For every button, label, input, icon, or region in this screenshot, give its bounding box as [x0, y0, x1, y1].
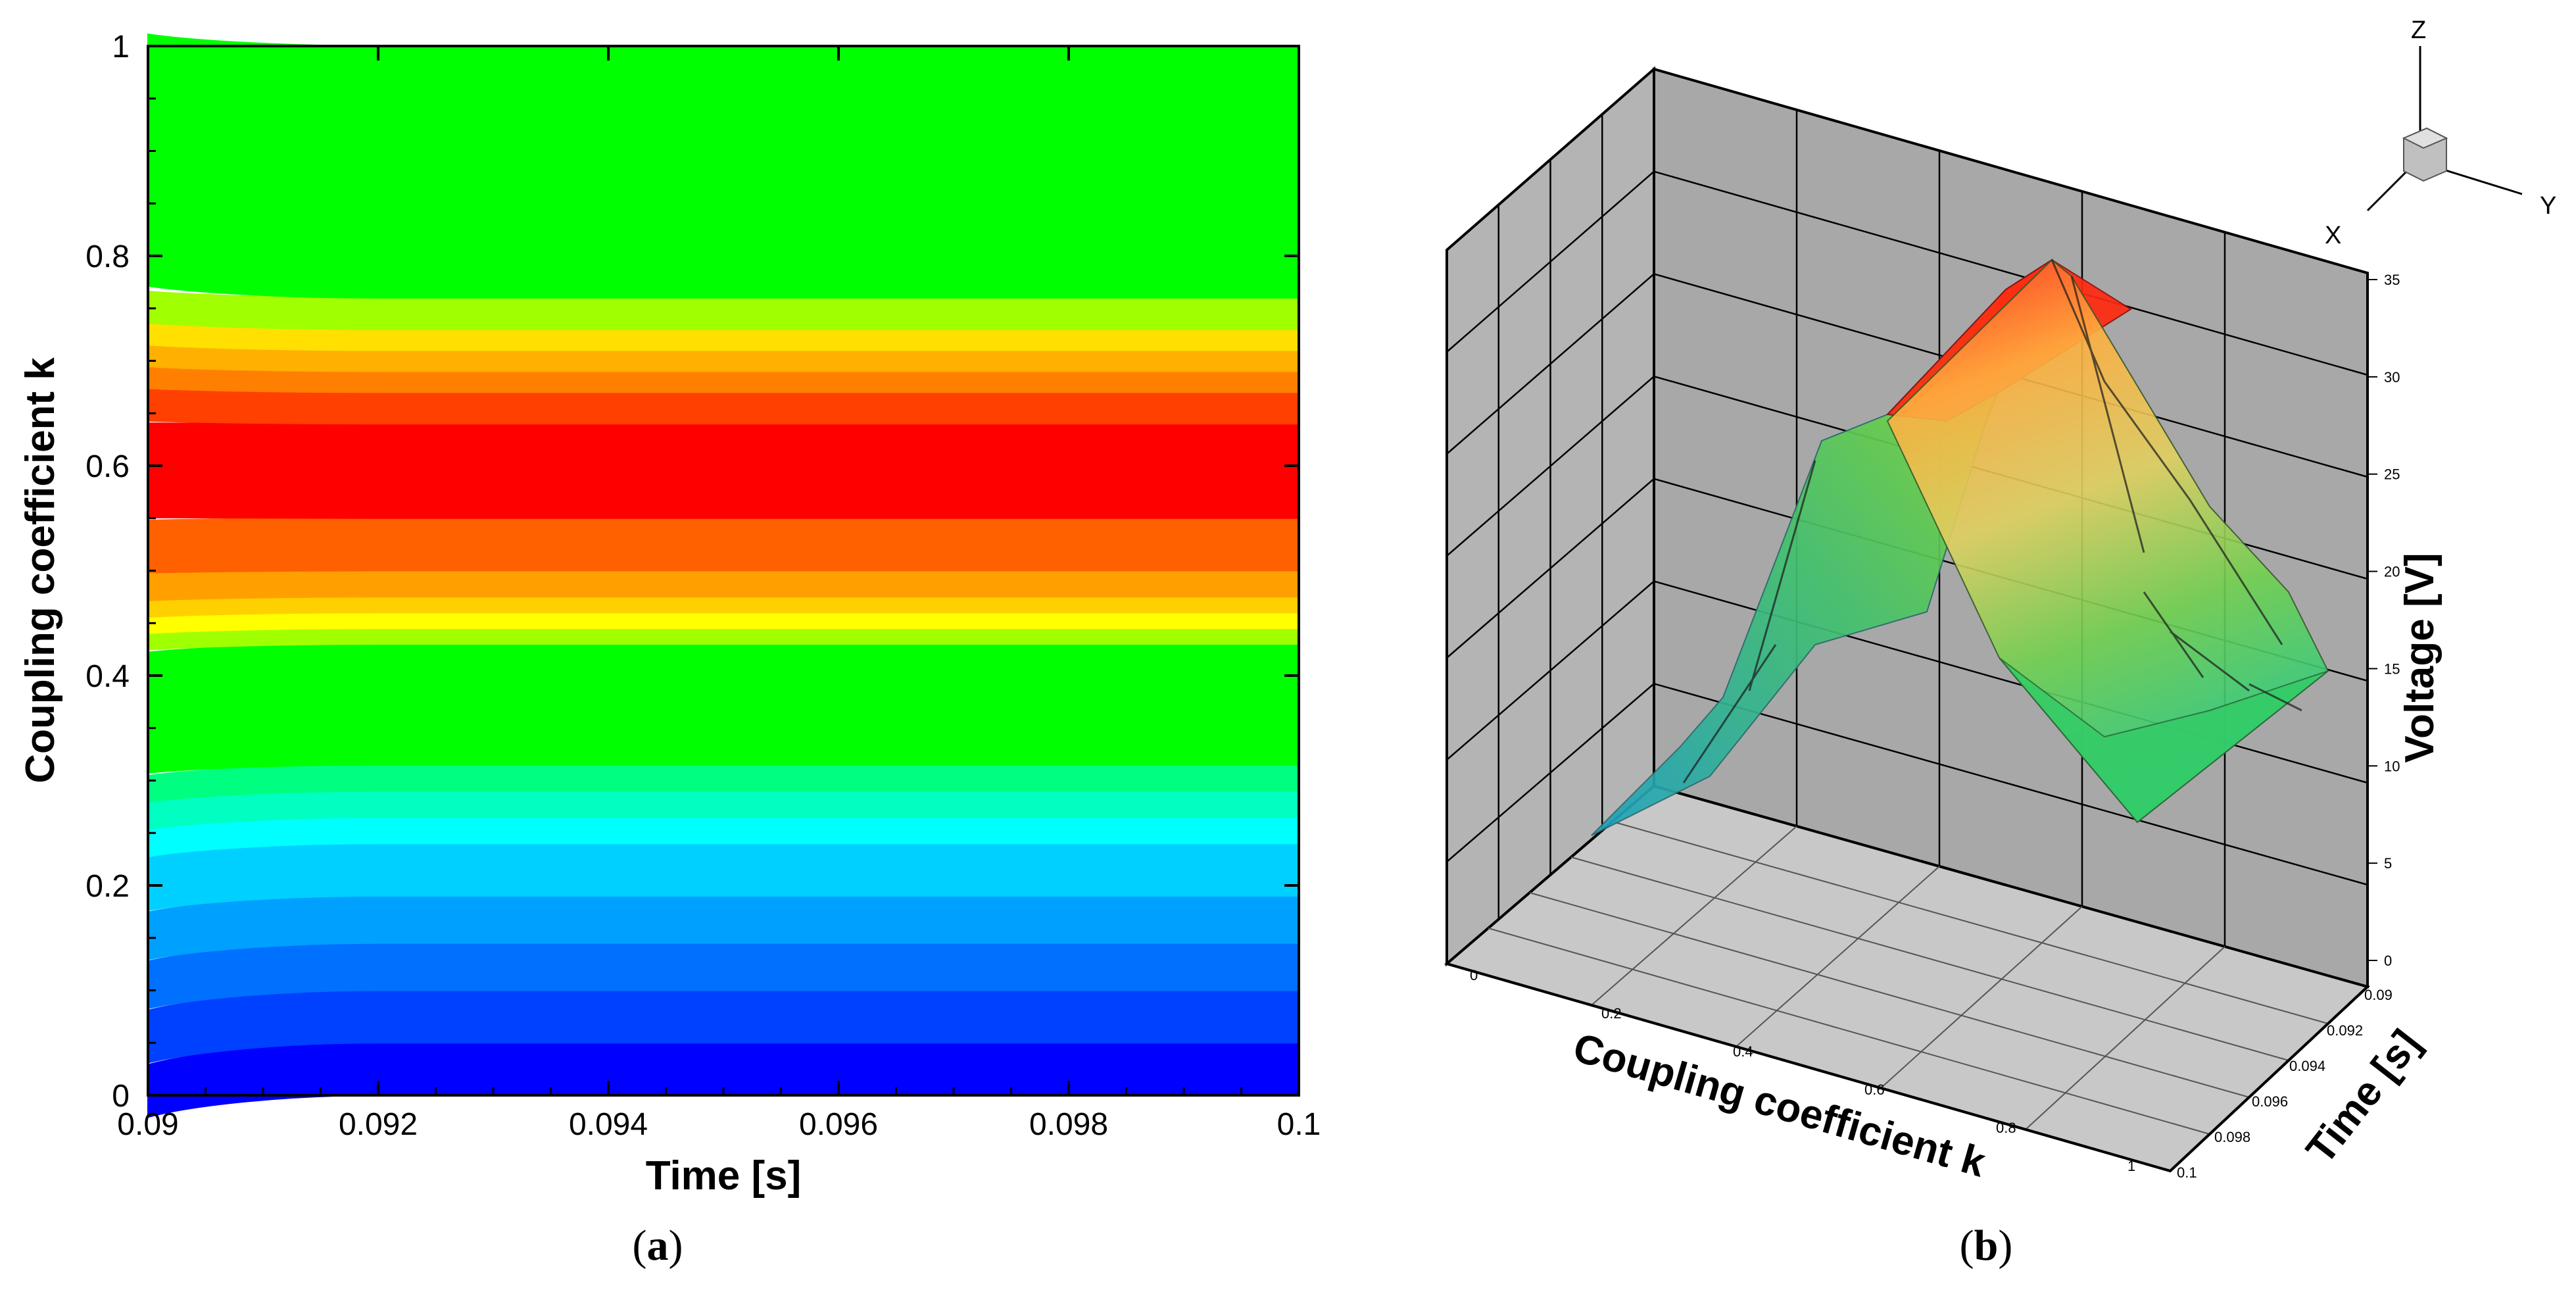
k-tick-label: 0.2 [1601, 1005, 1622, 1022]
voltage-tick-label: 5 [2384, 855, 2392, 872]
x-tick-label: 0.096 [799, 1107, 878, 1142]
time-axis-label: Time [s] [2298, 1022, 2429, 1172]
k-tick-label: 0 [1470, 967, 1478, 983]
x-tick-label: 0.098 [1029, 1107, 1108, 1142]
floor-grid-k [2025, 946, 2225, 1130]
voltage-surface [1591, 258, 2329, 836]
y-tick-label: 0.2 [85, 869, 130, 904]
heatmap-band [147, 643, 1300, 774]
axis-triad: Z Y X [2325, 16, 2556, 249]
surface-panel: 0 5 10 15 20 25 30 35 0 0.2 0.4 0.6 0.8 1 0.09 0.092 0.0… [1444, 16, 2556, 1186]
time-tick-label: 0.094 [2289, 1058, 2325, 1074]
back-grid-h [1653, 170, 2368, 376]
floor-grid-k [1736, 866, 1940, 1047]
heatmap-bands [147, 33, 1300, 1118]
surface-mesh-lines [1682, 259, 2302, 783]
y-tick-label: 0.6 [85, 449, 130, 484]
x-tick-label: 0.09 [117, 1107, 178, 1142]
y-ticks: 0 0.2 0.4 0.6 0.8 1 [85, 30, 1299, 1114]
floor-grid-t [1570, 856, 2289, 1061]
floor-grid-t [1488, 928, 2210, 1135]
time-tick-label: 0.092 [2327, 1022, 2363, 1039]
k-tick-label: 0.8 [1996, 1120, 2016, 1136]
time-tick-label: 0.1 [2177, 1164, 2197, 1181]
x-ticks: 0.09 0.092 0.094 0.096 0.098 0.1 [117, 46, 1321, 1142]
time-tick-label: 0.096 [2252, 1093, 2288, 1110]
time-tick-label: 0.09 [2364, 987, 2393, 1003]
x-tick-label: 0.1 [1277, 1107, 1321, 1142]
voltage-tick-label: 0 [2384, 953, 2392, 969]
y-tick-label: 0.4 [85, 659, 130, 694]
floor-front-edge [1446, 250, 2369, 1173]
floor-grid-k [1591, 826, 1797, 1006]
k-tick-label: 1 [2127, 1158, 2135, 1174]
heatmap-band [147, 33, 1300, 299]
y-tick-label: 0 [112, 1079, 130, 1114]
time-tick-label: 0.098 [2214, 1129, 2250, 1145]
voltage-axis-label: Voltage [V] [2397, 553, 2442, 762]
x-tick-label: 0.094 [569, 1107, 648, 1142]
y-axis-label: Coupling coefficient k [18, 357, 63, 783]
x-axis-label: Time [s] [646, 1153, 802, 1199]
voltage-tick-label: 30 [2384, 369, 2400, 385]
triad-x-label: X [2325, 222, 2341, 249]
y-tick-label: 0.8 [85, 239, 130, 274]
heatmap-band [147, 570, 1300, 601]
heatmap-panel: 0.09 0.092 0.094 0.096 0.098 0.1 00.20.40.60.… [18, 30, 1321, 1199]
surface-tail [1999, 657, 2329, 824]
heatmap-band [147, 517, 1300, 574]
caption-b: (b) [1960, 1222, 2013, 1270]
triad-y-label: Y [2540, 192, 2556, 220]
triad-z-label: Z [2411, 16, 2426, 44]
floor-grid-t [1529, 892, 2250, 1098]
k-tick-label: 0.6 [1864, 1081, 1885, 1098]
floor-grid-k [1880, 906, 2083, 1089]
caption-a: (a) [633, 1222, 683, 1270]
x-tick-label: 0.092 [339, 1107, 418, 1142]
voltage-tick-label: 15 [2384, 660, 2400, 677]
voltage-tick-label: 10 [2384, 758, 2400, 774]
voltage-tick-label: 35 [2384, 272, 2400, 288]
voltage-tick-label: 25 [2384, 466, 2400, 483]
voltage-tick-label: 20 [2384, 564, 2400, 580]
heatmap-band [147, 388, 1300, 425]
surface-ticks: 0 5 10 15 20 25 30 35 0 0.2 0.4 0.6 0.8 1 0.09 0.092 0.0… [1470, 272, 2400, 1181]
back-grid-h [1653, 683, 2368, 886]
heatmap-band [147, 422, 1300, 519]
y-tick-label: 1 [112, 30, 130, 64]
floor-grid-t [1612, 821, 2329, 1024]
k-tick-label: 0.4 [1733, 1043, 1753, 1060]
heatmap-band [147, 1042, 1300, 1118]
